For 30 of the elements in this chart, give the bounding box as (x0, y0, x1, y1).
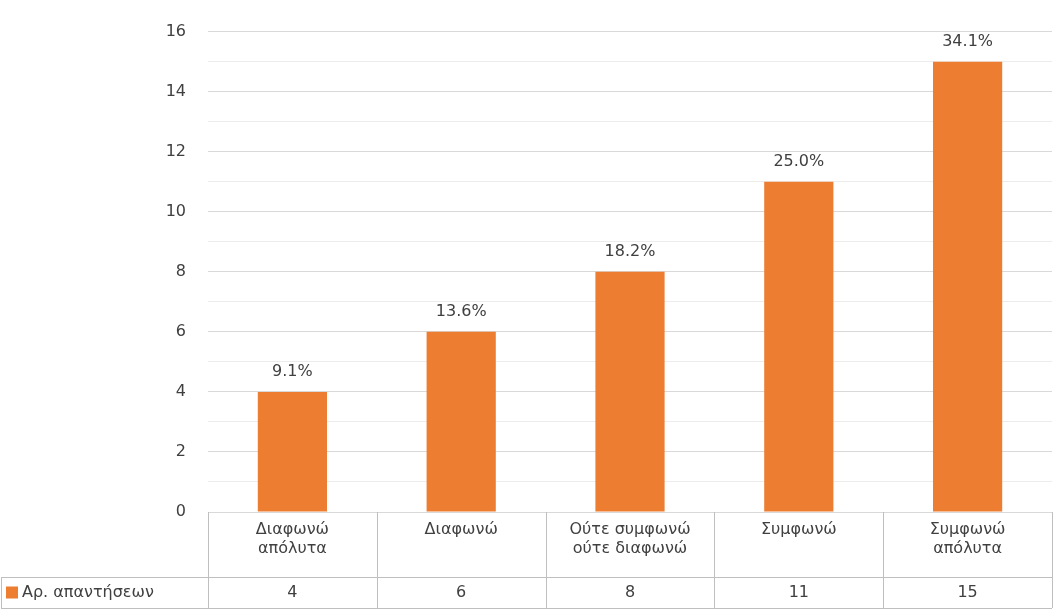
data-label: 15 (957, 581, 978, 601)
annotation: 34.1% (942, 30, 994, 50)
annotation: 18.2% (604, 240, 656, 260)
annotation: 9.1% (272, 361, 313, 381)
bar (764, 181, 834, 512)
data-label: 11 (788, 581, 809, 601)
y-tick-label: 12 (165, 140, 186, 160)
annotation: 25.0% (773, 150, 825, 170)
y-tick-label: 0 (175, 501, 186, 521)
y-tick-label: 6 (175, 321, 186, 341)
bar (426, 331, 496, 512)
bar (933, 61, 1003, 512)
x-tick-label: Διαφωνώ (424, 518, 498, 538)
y-tick-label: 10 (165, 200, 186, 220)
data-label: 4 (287, 581, 298, 601)
annotation: 13.6% (435, 301, 487, 321)
x-tick-label: Διαφωνώ απόλυτα (255, 518, 329, 557)
bar (595, 271, 665, 512)
x-tick-label: Συμφωνώ (760, 518, 837, 538)
y-tick-label: 4 (175, 381, 186, 401)
legend-label: Αρ. απαντήσεων (22, 581, 154, 601)
bar (257, 391, 327, 512)
y-tick-label: 8 (175, 260, 186, 280)
y-tick-label: 16 (165, 20, 186, 40)
x-tick-label: Συμφωνώ απόλυτα (929, 518, 1006, 557)
y-tick-label: 2 (175, 441, 186, 461)
data-label: 8 (624, 581, 636, 601)
y-tick-label: 14 (165, 80, 186, 100)
data-label: 6 (456, 581, 467, 601)
x-tick-label: Ούτε συμφωνώ ούτε διαφωνώ (569, 518, 691, 557)
